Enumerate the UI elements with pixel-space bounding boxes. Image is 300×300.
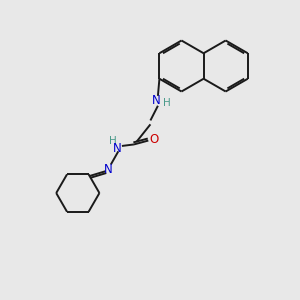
- Text: N: N: [152, 94, 160, 107]
- Text: N: N: [103, 163, 112, 176]
- Text: H: H: [163, 98, 171, 108]
- Text: H: H: [109, 136, 117, 146]
- Text: O: O: [149, 133, 159, 146]
- Text: N: N: [112, 142, 121, 155]
